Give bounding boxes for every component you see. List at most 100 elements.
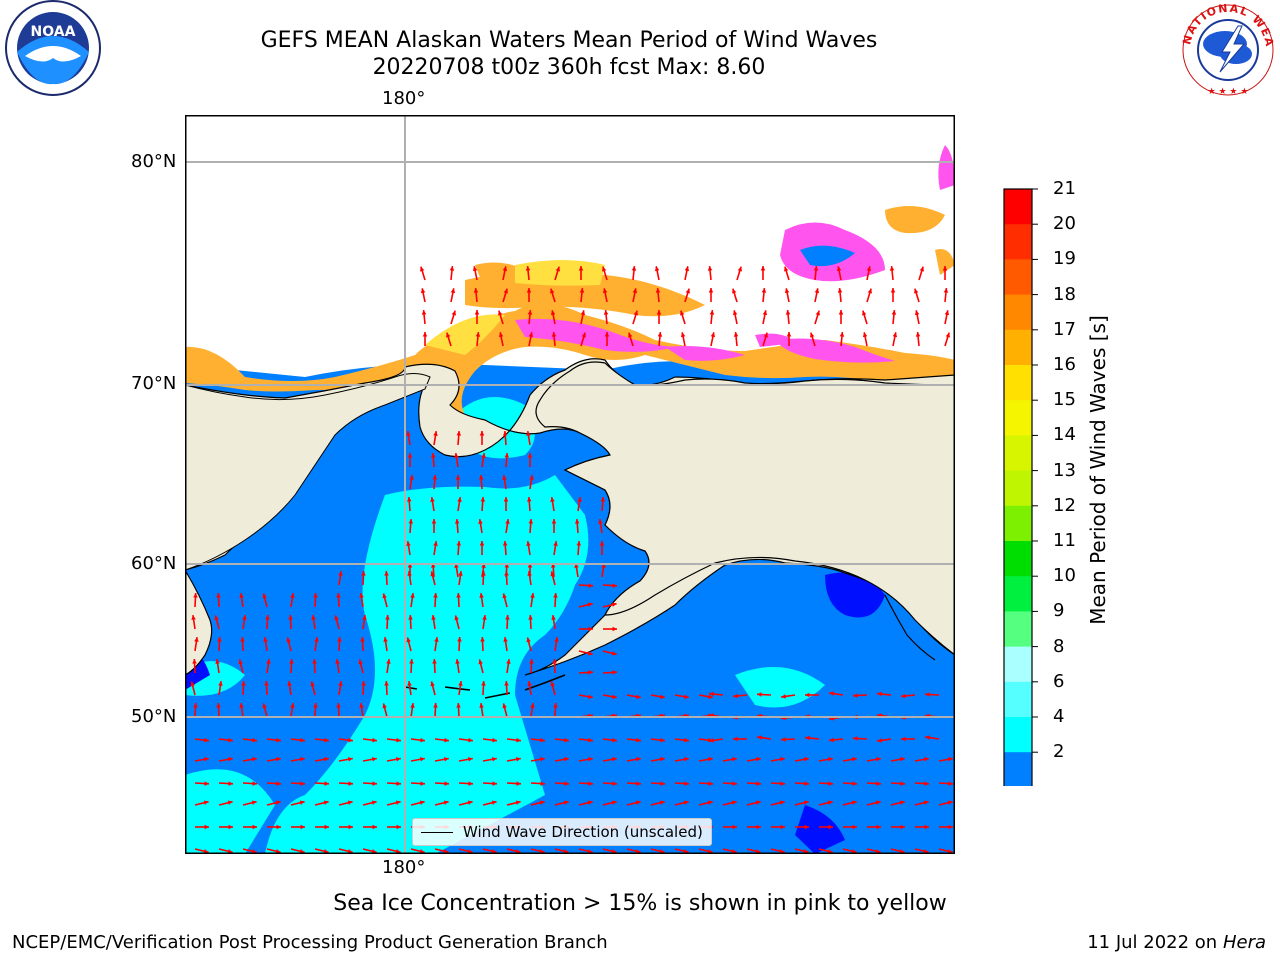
- wave-arrow-head: [227, 757, 233, 762]
- wave-arrow-head: [407, 563, 413, 568]
- wave-arrow-head: [395, 849, 401, 854]
- wave-arrow-head: [443, 849, 449, 854]
- wave-arrow-head: [468, 781, 473, 786]
- wave-arrow-head: [733, 332, 739, 337]
- wave-arrow-head: [290, 703, 295, 708]
- wave-arrow-head: [504, 563, 510, 568]
- wave-arrow-head: [348, 781, 353, 786]
- wave-arrow-head: [300, 781, 305, 786]
- colorbar-tick-label: 20: [1053, 213, 1076, 235]
- colorbar-tick-label: 18: [1053, 283, 1076, 305]
- wave-arrow-head: [587, 757, 593, 762]
- wave-arrow-head: [371, 800, 377, 805]
- wave-arrow-head: [458, 571, 463, 576]
- colorbar-segment: [1004, 611, 1032, 648]
- wave-arrow-head: [359, 703, 364, 708]
- wave-arrow-head: [472, 266, 478, 272]
- wave-arrow-head: [683, 757, 689, 762]
- nws-logo: NATIONAL WEATHER SERVICE ★ ★ ★ ★: [1178, 2, 1275, 97]
- wave-arrow-head: [815, 310, 820, 316]
- wave-arrow-head: [502, 475, 507, 480]
- wave-arrow-head: [814, 288, 820, 294]
- colorbar-tick-label: 11: [1053, 530, 1076, 551]
- wave-arrow-head: [228, 824, 233, 830]
- wave-arrow-head: [337, 637, 342, 642]
- wave-arrow-head: [635, 694, 641, 699]
- wave-arrow-head: [552, 659, 557, 664]
- wave-arrow-head: [286, 637, 291, 643]
- wave-arrow-head: [481, 563, 486, 568]
- wave-arrow-head: [550, 563, 556, 568]
- wave-arrow-head: [660, 781, 665, 786]
- wave-arrow-head: [300, 824, 305, 830]
- wave-arrow-head: [478, 659, 483, 665]
- colorbar-tick-label: 6: [1053, 670, 1065, 692]
- wave-arrow-head: [851, 849, 857, 854]
- wave-arrow-head: [360, 637, 365, 642]
- wave-arrow-head: [299, 800, 305, 805]
- wave-arrow-head: [588, 626, 593, 632]
- wave-arrow-head: [502, 703, 507, 709]
- wave-arrow-head: [852, 824, 857, 830]
- wave-arrow-head: [707, 266, 713, 271]
- wave-arrow-head: [502, 593, 507, 599]
- wave-arrow-head: [602, 288, 608, 294]
- wave-arrow-head: [635, 849, 641, 854]
- colorbar-segment: [1004, 259, 1032, 296]
- wave-arrow-head: [228, 781, 233, 786]
- wave-arrow-head: [371, 757, 377, 762]
- wave-arrow-head: [361, 681, 366, 686]
- date-stamp: 11 Jul 2022 on Hera: [1087, 932, 1266, 953]
- colorbar-segment: [1004, 189, 1032, 225]
- wave-arrow-head: [680, 310, 685, 316]
- wave-arrow-head: [900, 781, 905, 786]
- wave-arrow-head: [528, 519, 534, 524]
- wave-arrow-head: [636, 737, 641, 743]
- wave-arrow-head: [443, 800, 449, 805]
- wave-arrow-head: [502, 266, 508, 272]
- wave-arrow-head: [553, 703, 558, 708]
- wave-arrow-head: [529, 659, 534, 664]
- wave-arrow-head: [324, 737, 329, 743]
- wave-arrow-head: [457, 637, 462, 642]
- wave-arrow-head: [526, 497, 532, 502]
- sea-ice-caption: Sea Ice Concentration > 15% is shown in …: [333, 891, 947, 916]
- colorbar-tick-label: 4: [1053, 706, 1065, 727]
- wave-arrow-head: [359, 593, 364, 598]
- wave-arrow-head: [731, 849, 737, 854]
- wave-arrow-head: [526, 637, 531, 643]
- wave-arrow-head: [192, 659, 197, 664]
- wave-arrow-head: [529, 475, 534, 480]
- wave-arrow-head: [707, 800, 713, 805]
- wave-arrow-head: [361, 571, 366, 576]
- wave-arrow-head: [516, 737, 521, 743]
- wave-arrow-head: [262, 703, 267, 709]
- wave-arrow-head: [421, 310, 427, 315]
- wave-arrow-head: [731, 757, 737, 762]
- wave-arrow-head: [838, 310, 844, 315]
- wave-arrow-head: [890, 288, 896, 293]
- wave-arrow-head: [204, 781, 209, 786]
- wave-arrow-head: [446, 332, 451, 338]
- wave-arrow-head: [947, 849, 953, 854]
- wave-arrow-head: [633, 310, 638, 316]
- wave-arrow-head: [420, 288, 426, 294]
- wave-arrow-head: [323, 849, 329, 854]
- wave-arrow-head: [866, 266, 872, 272]
- wave-arrow-head: [875, 757, 881, 762]
- wave-arrow-head: [467, 757, 473, 762]
- wave-arrow-head: [587, 602, 593, 607]
- legend-line-icon: [421, 831, 453, 833]
- wave-arrow-head: [194, 637, 199, 642]
- wave-arrow-head: [587, 694, 593, 699]
- wave-arrow-head: [528, 615, 533, 620]
- wave-arrow-head: [828, 824, 833, 830]
- wave-arrow-head: [684, 266, 690, 272]
- wave-arrow-head: [732, 310, 738, 316]
- wave-arrow-head: [945, 332, 950, 338]
- wave-arrow-head: [516, 781, 521, 786]
- wave-arrow-head: [410, 593, 415, 598]
- wave-arrow-head: [803, 800, 809, 805]
- wave-arrow-head: [837, 288, 843, 293]
- wave-arrow-head: [803, 757, 809, 762]
